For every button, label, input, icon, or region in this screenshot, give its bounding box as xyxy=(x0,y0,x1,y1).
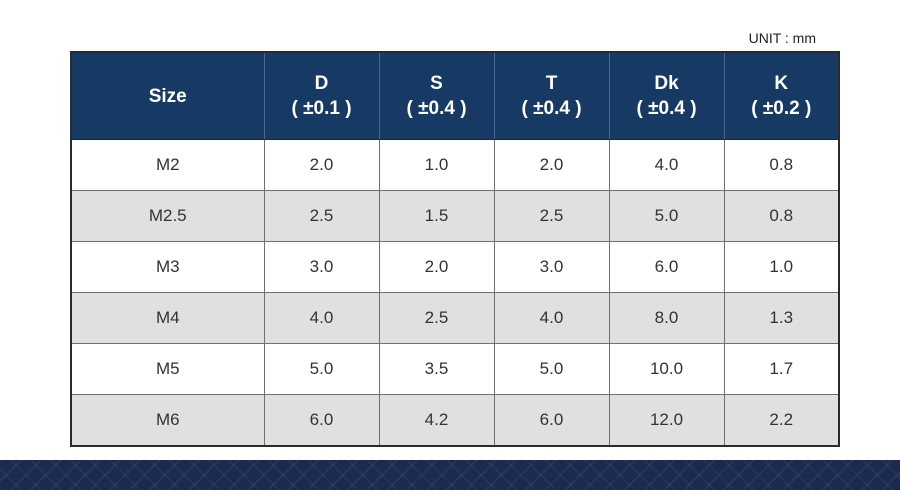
table-row: M6 6.0 4.2 6.0 12.0 2.2 xyxy=(70,394,840,447)
header-name: T xyxy=(545,73,558,94)
cell-s: 1.5 xyxy=(378,190,495,242)
header-k: K ( ±0.2 ) xyxy=(723,51,840,140)
header-name: S xyxy=(430,73,443,94)
cell-size: M6 xyxy=(70,394,265,447)
header-tolerance: ( ±0.2 ) xyxy=(751,98,812,119)
unit-label: UNIT : mm xyxy=(748,30,816,46)
cell-size: M2 xyxy=(70,139,265,191)
cell-dk: 6.0 xyxy=(608,241,725,293)
table-header-row: Size D ( ±0.1 ) S ( ±0.4 ) T ( ±0.4 ) Dk… xyxy=(70,51,840,140)
cell-d: 2.0 xyxy=(263,139,380,191)
cell-s: 2.5 xyxy=(378,292,495,344)
cell-dk: 12.0 xyxy=(608,394,725,447)
cell-k: 0.8 xyxy=(723,139,840,191)
cell-s: 4.2 xyxy=(378,394,495,447)
header-name: K xyxy=(774,73,789,94)
cell-k: 1.3 xyxy=(723,292,840,344)
footer-decorative-band xyxy=(0,460,900,490)
header-name: Size xyxy=(148,85,187,107)
cell-k: 0.8 xyxy=(723,190,840,242)
cell-size: M3 xyxy=(70,241,265,293)
cell-s: 3.5 xyxy=(378,343,495,395)
table-row: M3 3.0 2.0 3.0 6.0 1.0 xyxy=(70,241,840,293)
cell-d: 4.0 xyxy=(263,292,380,344)
header-tolerance: ( ±0.1 ) xyxy=(291,98,352,119)
cell-size: M4 xyxy=(70,292,265,344)
cell-k: 1.0 xyxy=(723,241,840,293)
table-row: M5 5.0 3.5 5.0 10.0 1.7 xyxy=(70,343,840,395)
cell-k: 2.2 xyxy=(723,394,840,447)
cell-t: 5.0 xyxy=(493,343,610,395)
cell-k: 1.7 xyxy=(723,343,840,395)
cell-s: 1.0 xyxy=(378,139,495,191)
cell-d: 5.0 xyxy=(263,343,380,395)
header-tolerance: ( ±0.4 ) xyxy=(406,98,467,119)
header-t: T ( ±0.4 ) xyxy=(493,51,610,140)
cell-d: 3.0 xyxy=(263,241,380,293)
cell-t: 2.5 xyxy=(493,190,610,242)
table-row: M4 4.0 2.5 4.0 8.0 1.3 xyxy=(70,292,840,344)
cell-dk: 4.0 xyxy=(608,139,725,191)
header-tolerance: ( ±0.4 ) xyxy=(521,98,582,119)
table-row: M2 2.0 1.0 2.0 4.0 0.8 xyxy=(70,139,840,191)
header-tolerance: ( ±0.4 ) xyxy=(636,98,697,119)
size-spec-table: Size D ( ±0.1 ) S ( ±0.4 ) T ( ±0.4 ) Dk… xyxy=(70,51,840,447)
cell-dk: 8.0 xyxy=(608,292,725,344)
cell-t: 2.0 xyxy=(493,139,610,191)
cell-t: 6.0 xyxy=(493,394,610,447)
header-d: D ( ±0.1 ) xyxy=(263,51,380,140)
cell-d: 2.5 xyxy=(263,190,380,242)
cell-d: 6.0 xyxy=(263,394,380,447)
cell-t: 4.0 xyxy=(493,292,610,344)
header-name: D xyxy=(314,73,329,94)
cell-size: M5 xyxy=(70,343,265,395)
cell-dk: 5.0 xyxy=(608,190,725,242)
cell-dk: 10.0 xyxy=(608,343,725,395)
table-row: M2.5 2.5 1.5 2.5 5.0 0.8 xyxy=(70,190,840,242)
header-name: Dk xyxy=(654,73,679,94)
header-dk: Dk ( ±0.4 ) xyxy=(608,51,725,140)
cell-s: 2.0 xyxy=(378,241,495,293)
header-s: S ( ±0.4 ) xyxy=(378,51,495,140)
cell-t: 3.0 xyxy=(493,241,610,293)
header-size: Size xyxy=(70,51,265,140)
cell-size: M2.5 xyxy=(70,190,265,242)
